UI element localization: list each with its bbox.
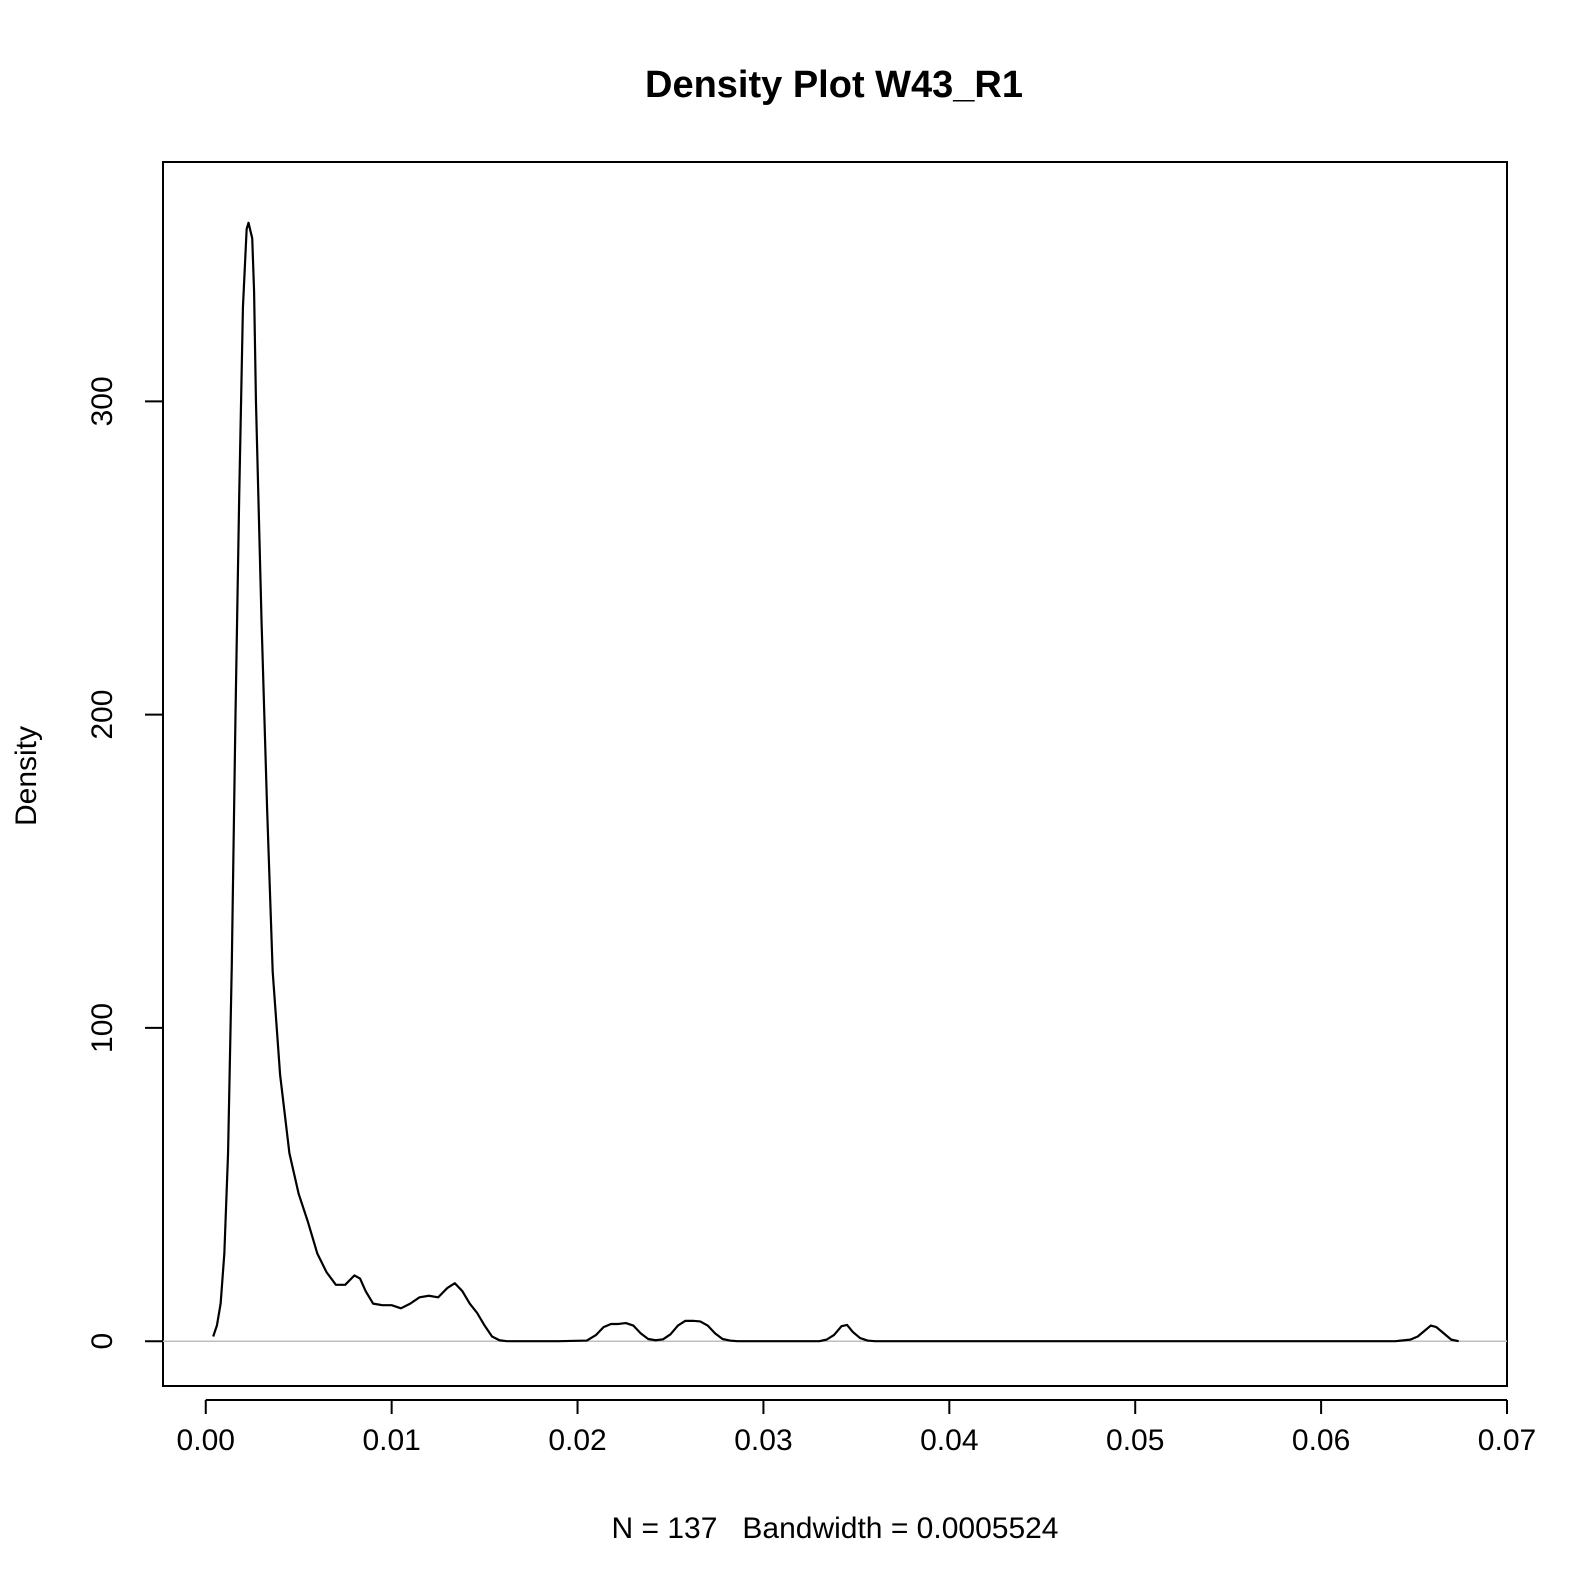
x-tick-label: 0.00 [177, 1424, 235, 1457]
y-tick-label: 300 [86, 376, 119, 426]
chart-title: Density Plot W43_R1 [645, 64, 1023, 106]
y-tick-label: 200 [86, 690, 119, 740]
x-tick-label: 0.01 [362, 1424, 420, 1457]
density-curve [212, 221, 1459, 1343]
x-axis: 0.00 0.01 0.02 0.03 0.04 0.05 0.06 0.07 [177, 1399, 1536, 1457]
y-axis: 0 100 200 300 [86, 376, 163, 1350]
x-tick-label: 0.03 [734, 1424, 792, 1457]
x-tick-label: 0.06 [1292, 1424, 1350, 1457]
x-axis-label: N = 137 Bandwidth = 0.0005524 [611, 1512, 1058, 1545]
x-tick-label: 0.07 [1478, 1424, 1536, 1457]
plot-frame [162, 161, 1508, 1387]
x-tick-label: 0.05 [1106, 1424, 1164, 1457]
y-axis-label: Density [10, 726, 43, 826]
y-tick-label: 100 [86, 1003, 119, 1053]
y-tick-label: 0 [86, 1333, 119, 1350]
x-tick-label: 0.04 [920, 1424, 978, 1457]
x-tick-label: 0.02 [548, 1424, 606, 1457]
